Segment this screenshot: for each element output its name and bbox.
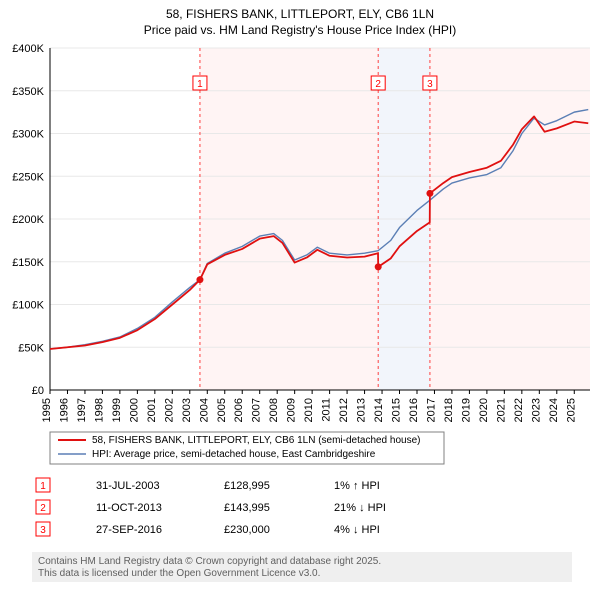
y-tick-label: £50K: [18, 342, 44, 354]
x-tick-label: 2019: [460, 398, 472, 422]
x-tick-label: 2010: [303, 398, 315, 422]
y-tick-label: £100K: [12, 300, 44, 312]
x-tick-label: 2006: [233, 398, 245, 422]
marker-dot: [426, 190, 433, 197]
x-tick-label: 2017: [425, 398, 437, 422]
title-line2: Price paid vs. HM Land Registry's House …: [144, 23, 456, 37]
legend-label: HPI: Average price, semi-detached house,…: [92, 449, 376, 460]
y-tick-label: £0: [32, 385, 44, 397]
x-tick-label: 2020: [478, 398, 490, 422]
x-tick-label: 2007: [251, 398, 263, 422]
table-date: 27-SEP-2016: [96, 524, 162, 536]
x-tick-label: 2003: [181, 398, 193, 422]
x-tick-label: 2024: [548, 398, 560, 422]
table-delta: 4% ↓ HPI: [334, 524, 380, 536]
x-tick-label: 2025: [565, 398, 577, 422]
x-tick-label: 2018: [443, 398, 455, 422]
title-line1: 58, FISHERS BANK, LITTLEPORT, ELY, CB6 1…: [166, 7, 434, 21]
table-price: £128,995: [224, 480, 270, 492]
marker-dot: [375, 263, 382, 270]
x-tick-label: 2023: [530, 398, 542, 422]
x-tick-label: 1998: [93, 398, 105, 422]
marker-dot: [196, 276, 203, 283]
legend-label: 58, FISHERS BANK, LITTLEPORT, ELY, CB6 1…: [92, 435, 420, 446]
attribution-line2: This data is licensed under the Open Gov…: [38, 568, 320, 579]
x-tick-label: 2021: [495, 398, 507, 422]
x-tick-label: 2009: [286, 398, 298, 422]
marker-badge-num: 2: [375, 79, 381, 90]
table-marker-num: 1: [40, 481, 46, 492]
x-tick-label: 1995: [41, 398, 53, 422]
x-tick-label: 2014: [373, 398, 385, 422]
chart-container: 58, FISHERS BANK, LITTLEPORT, ELY, CB6 1…: [0, 0, 600, 590]
x-tick-label: 2015: [391, 398, 403, 422]
table-marker-num: 3: [40, 525, 46, 536]
x-tick-label: 2012: [338, 398, 350, 422]
x-tick-label: 2022: [513, 398, 525, 422]
marker-badge-num: 3: [427, 79, 433, 90]
x-tick-label: 2013: [356, 398, 368, 422]
x-tick-label: 1997: [76, 398, 88, 422]
table-price: £230,000: [224, 524, 270, 536]
table-date: 31-JUL-2003: [96, 480, 160, 492]
y-tick-label: £200K: [12, 214, 44, 226]
table-price: £143,995: [224, 502, 270, 514]
x-tick-label: 2005: [216, 398, 228, 422]
y-tick-label: £150K: [12, 257, 44, 269]
attribution-line1: Contains HM Land Registry data © Crown c…: [38, 556, 381, 567]
y-tick-label: £400K: [12, 43, 44, 55]
x-tick-label: 2004: [198, 398, 210, 422]
y-tick-label: £250K: [12, 171, 44, 183]
x-tick-label: 2001: [146, 398, 158, 422]
y-tick-label: £300K: [12, 129, 44, 141]
x-tick-label: 2008: [268, 398, 280, 422]
table-marker-num: 2: [40, 503, 46, 514]
x-tick-label: 1999: [111, 398, 123, 422]
x-tick-label: 2016: [408, 398, 420, 422]
table-delta: 1% ↑ HPI: [334, 480, 380, 492]
x-tick-label: 1996: [58, 398, 70, 422]
marker-badge-num: 1: [197, 79, 203, 90]
x-tick-label: 2000: [128, 398, 140, 422]
table-delta: 21% ↓ HPI: [334, 502, 386, 514]
table-date: 11-OCT-2013: [96, 502, 162, 514]
x-tick-label: 2011: [321, 398, 333, 422]
y-tick-label: £350K: [12, 86, 44, 98]
x-tick-label: 2002: [163, 398, 175, 422]
chart-svg: 58, FISHERS BANK, LITTLEPORT, ELY, CB6 1…: [0, 0, 600, 590]
